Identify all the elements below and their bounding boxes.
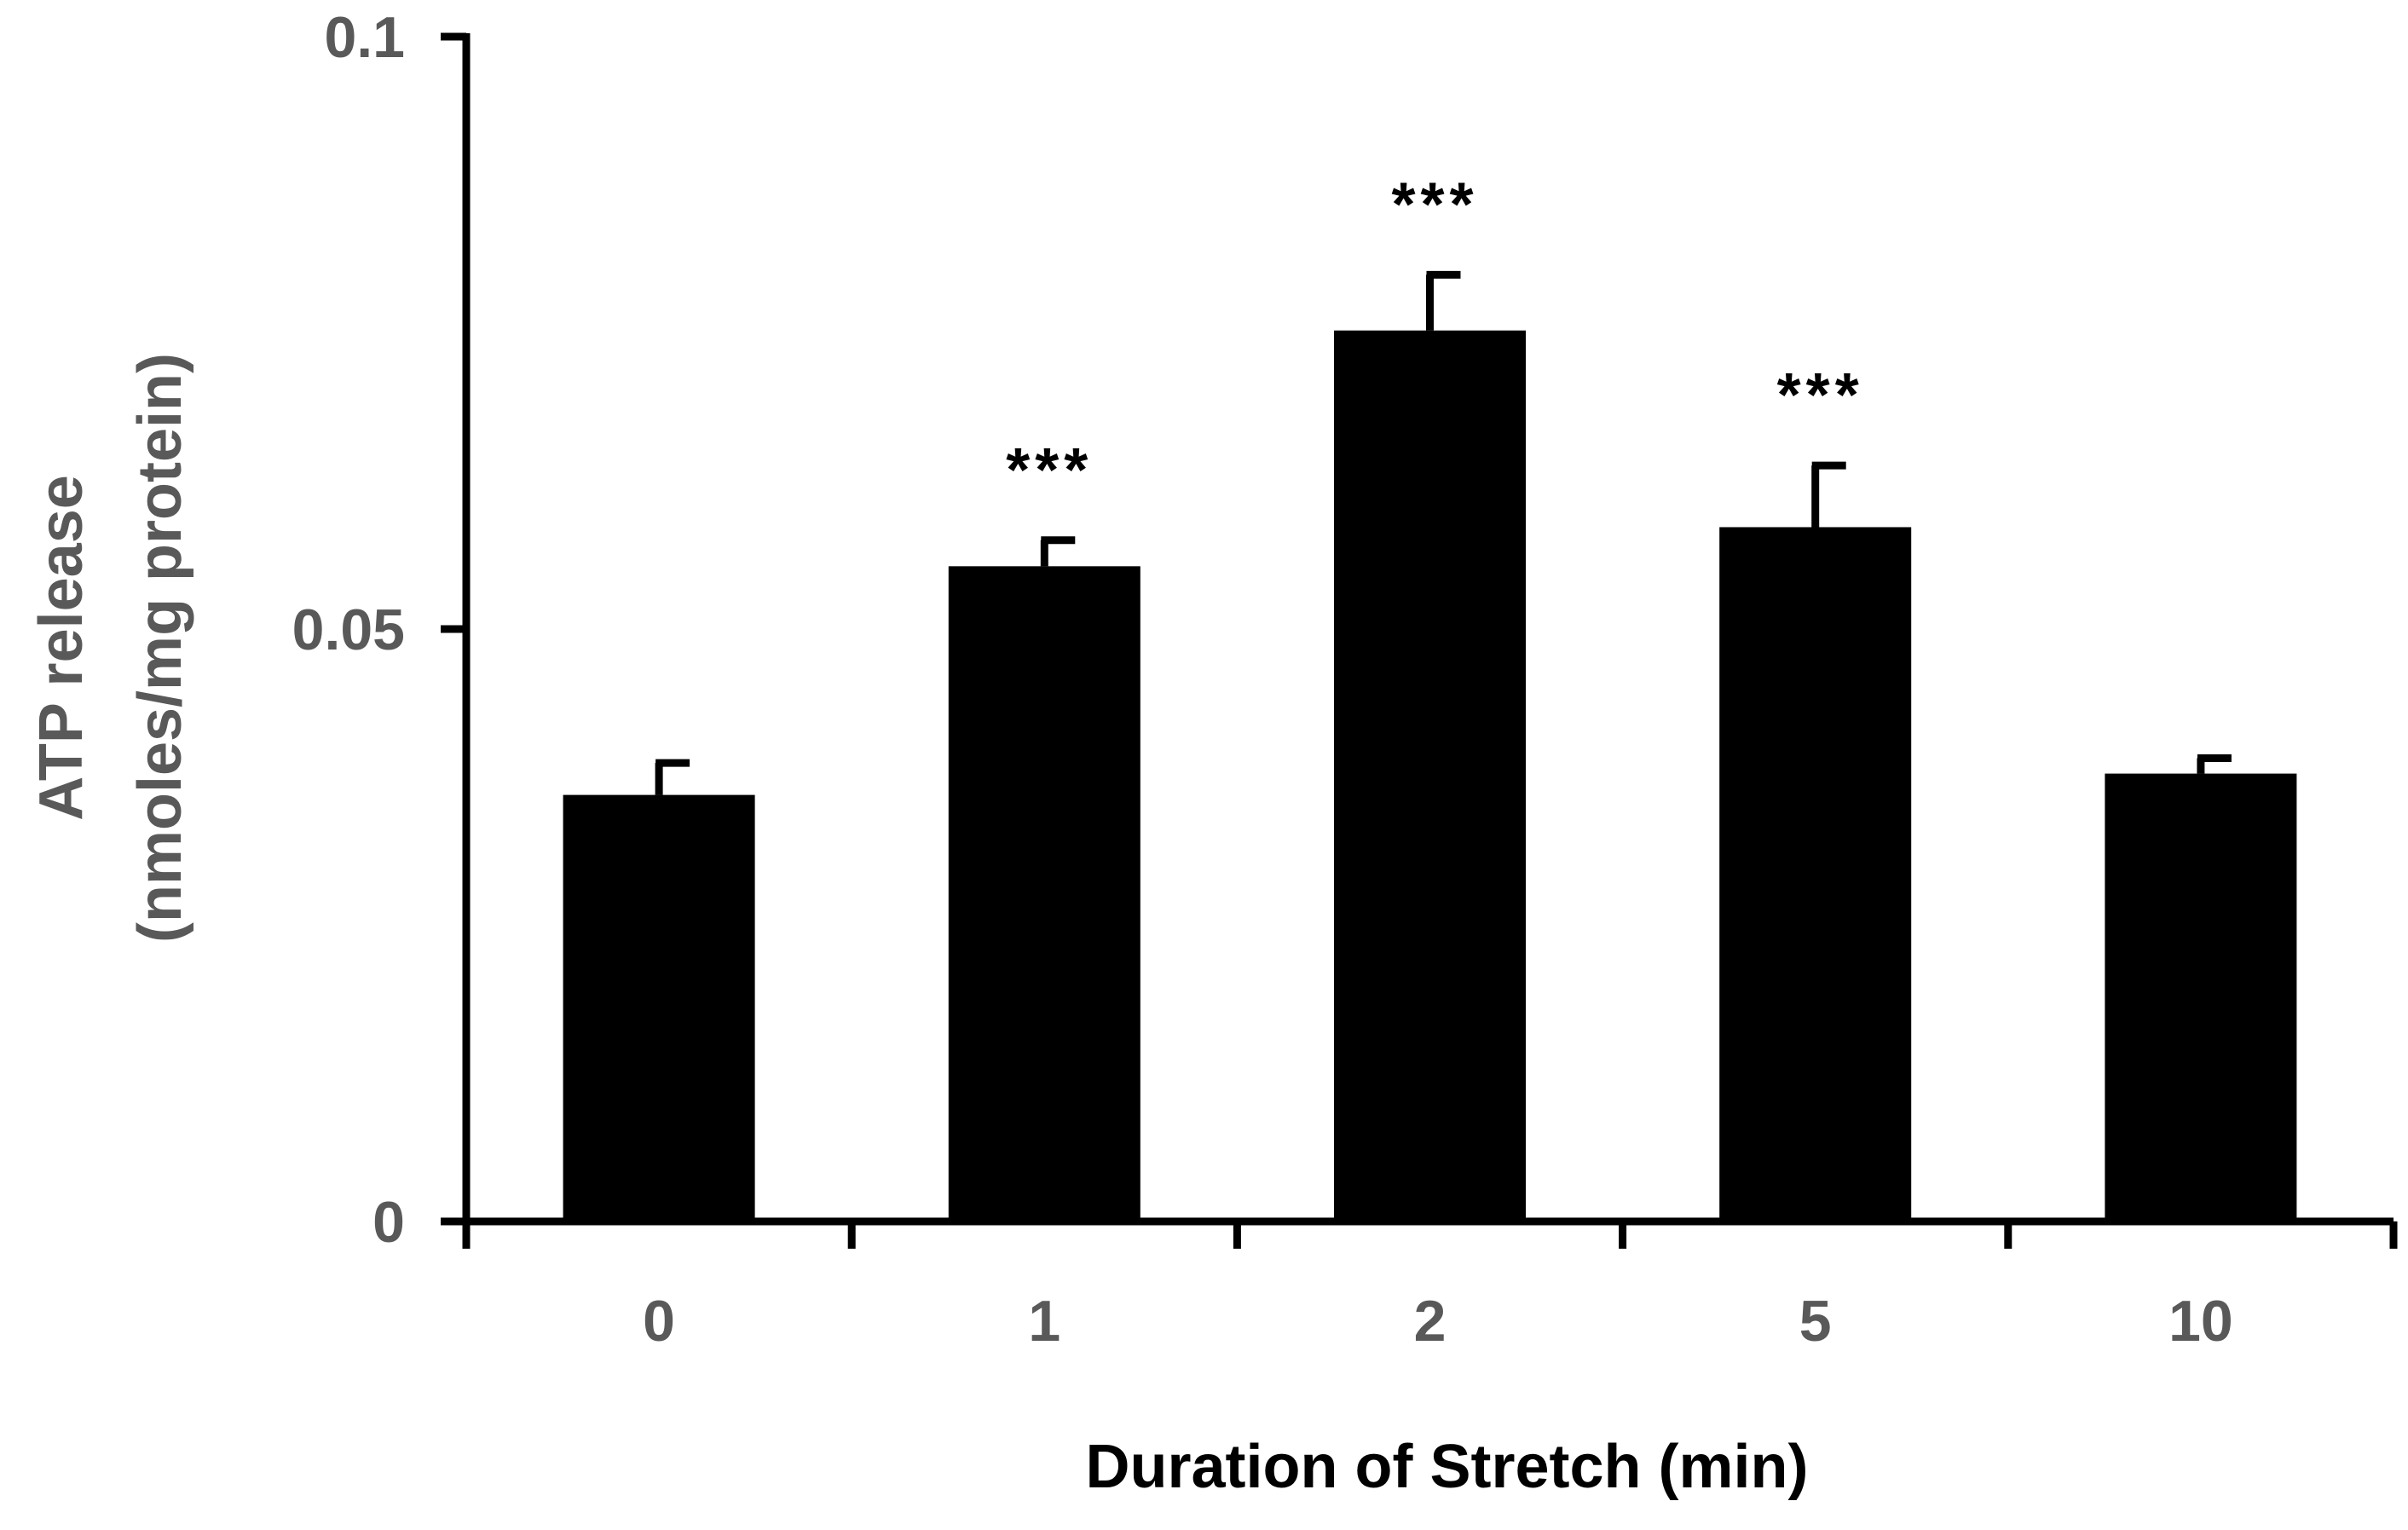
bar	[1719, 527, 1912, 1221]
x-tick-label: 10	[2168, 1289, 2233, 1354]
x-axis-title: Duration of Stretch (min)	[1086, 1433, 1809, 1501]
y-ticks-layer: 0 0.05 0.1	[292, 5, 466, 1255]
bar	[1334, 330, 1526, 1222]
x-tick-label: 5	[1799, 1289, 1832, 1354]
y-tick-label: 0.1	[324, 5, 405, 70]
y-tick-label: 0	[372, 1190, 405, 1255]
x-tick-label: 1	[1028, 1289, 1060, 1354]
bars-layer	[563, 330, 2297, 1222]
y-axis-title: ATP release (nmoles/mg protein)	[27, 353, 194, 943]
significance-marker: ***	[1006, 436, 1093, 505]
bar	[948, 566, 1140, 1221]
y-axis-title-line2: (nmoles/mg protein)	[126, 353, 194, 943]
y-axis-title-line1: ATP release	[27, 475, 95, 821]
bar	[2105, 773, 2297, 1221]
x-tick-label: 0	[643, 1289, 675, 1354]
bar	[563, 794, 755, 1221]
y-tick-label: 0.05	[292, 598, 405, 662]
error-bars-layer	[655, 270, 2232, 795]
x-tick-label: 2	[1414, 1289, 1447, 1354]
significance-layer: *** *** ***	[1006, 170, 1864, 505]
x-ticks-layer: 0 1 2 5 10	[462, 1221, 2398, 1354]
significance-marker: ***	[1777, 361, 1864, 430]
significance-marker: ***	[1391, 170, 1478, 239]
